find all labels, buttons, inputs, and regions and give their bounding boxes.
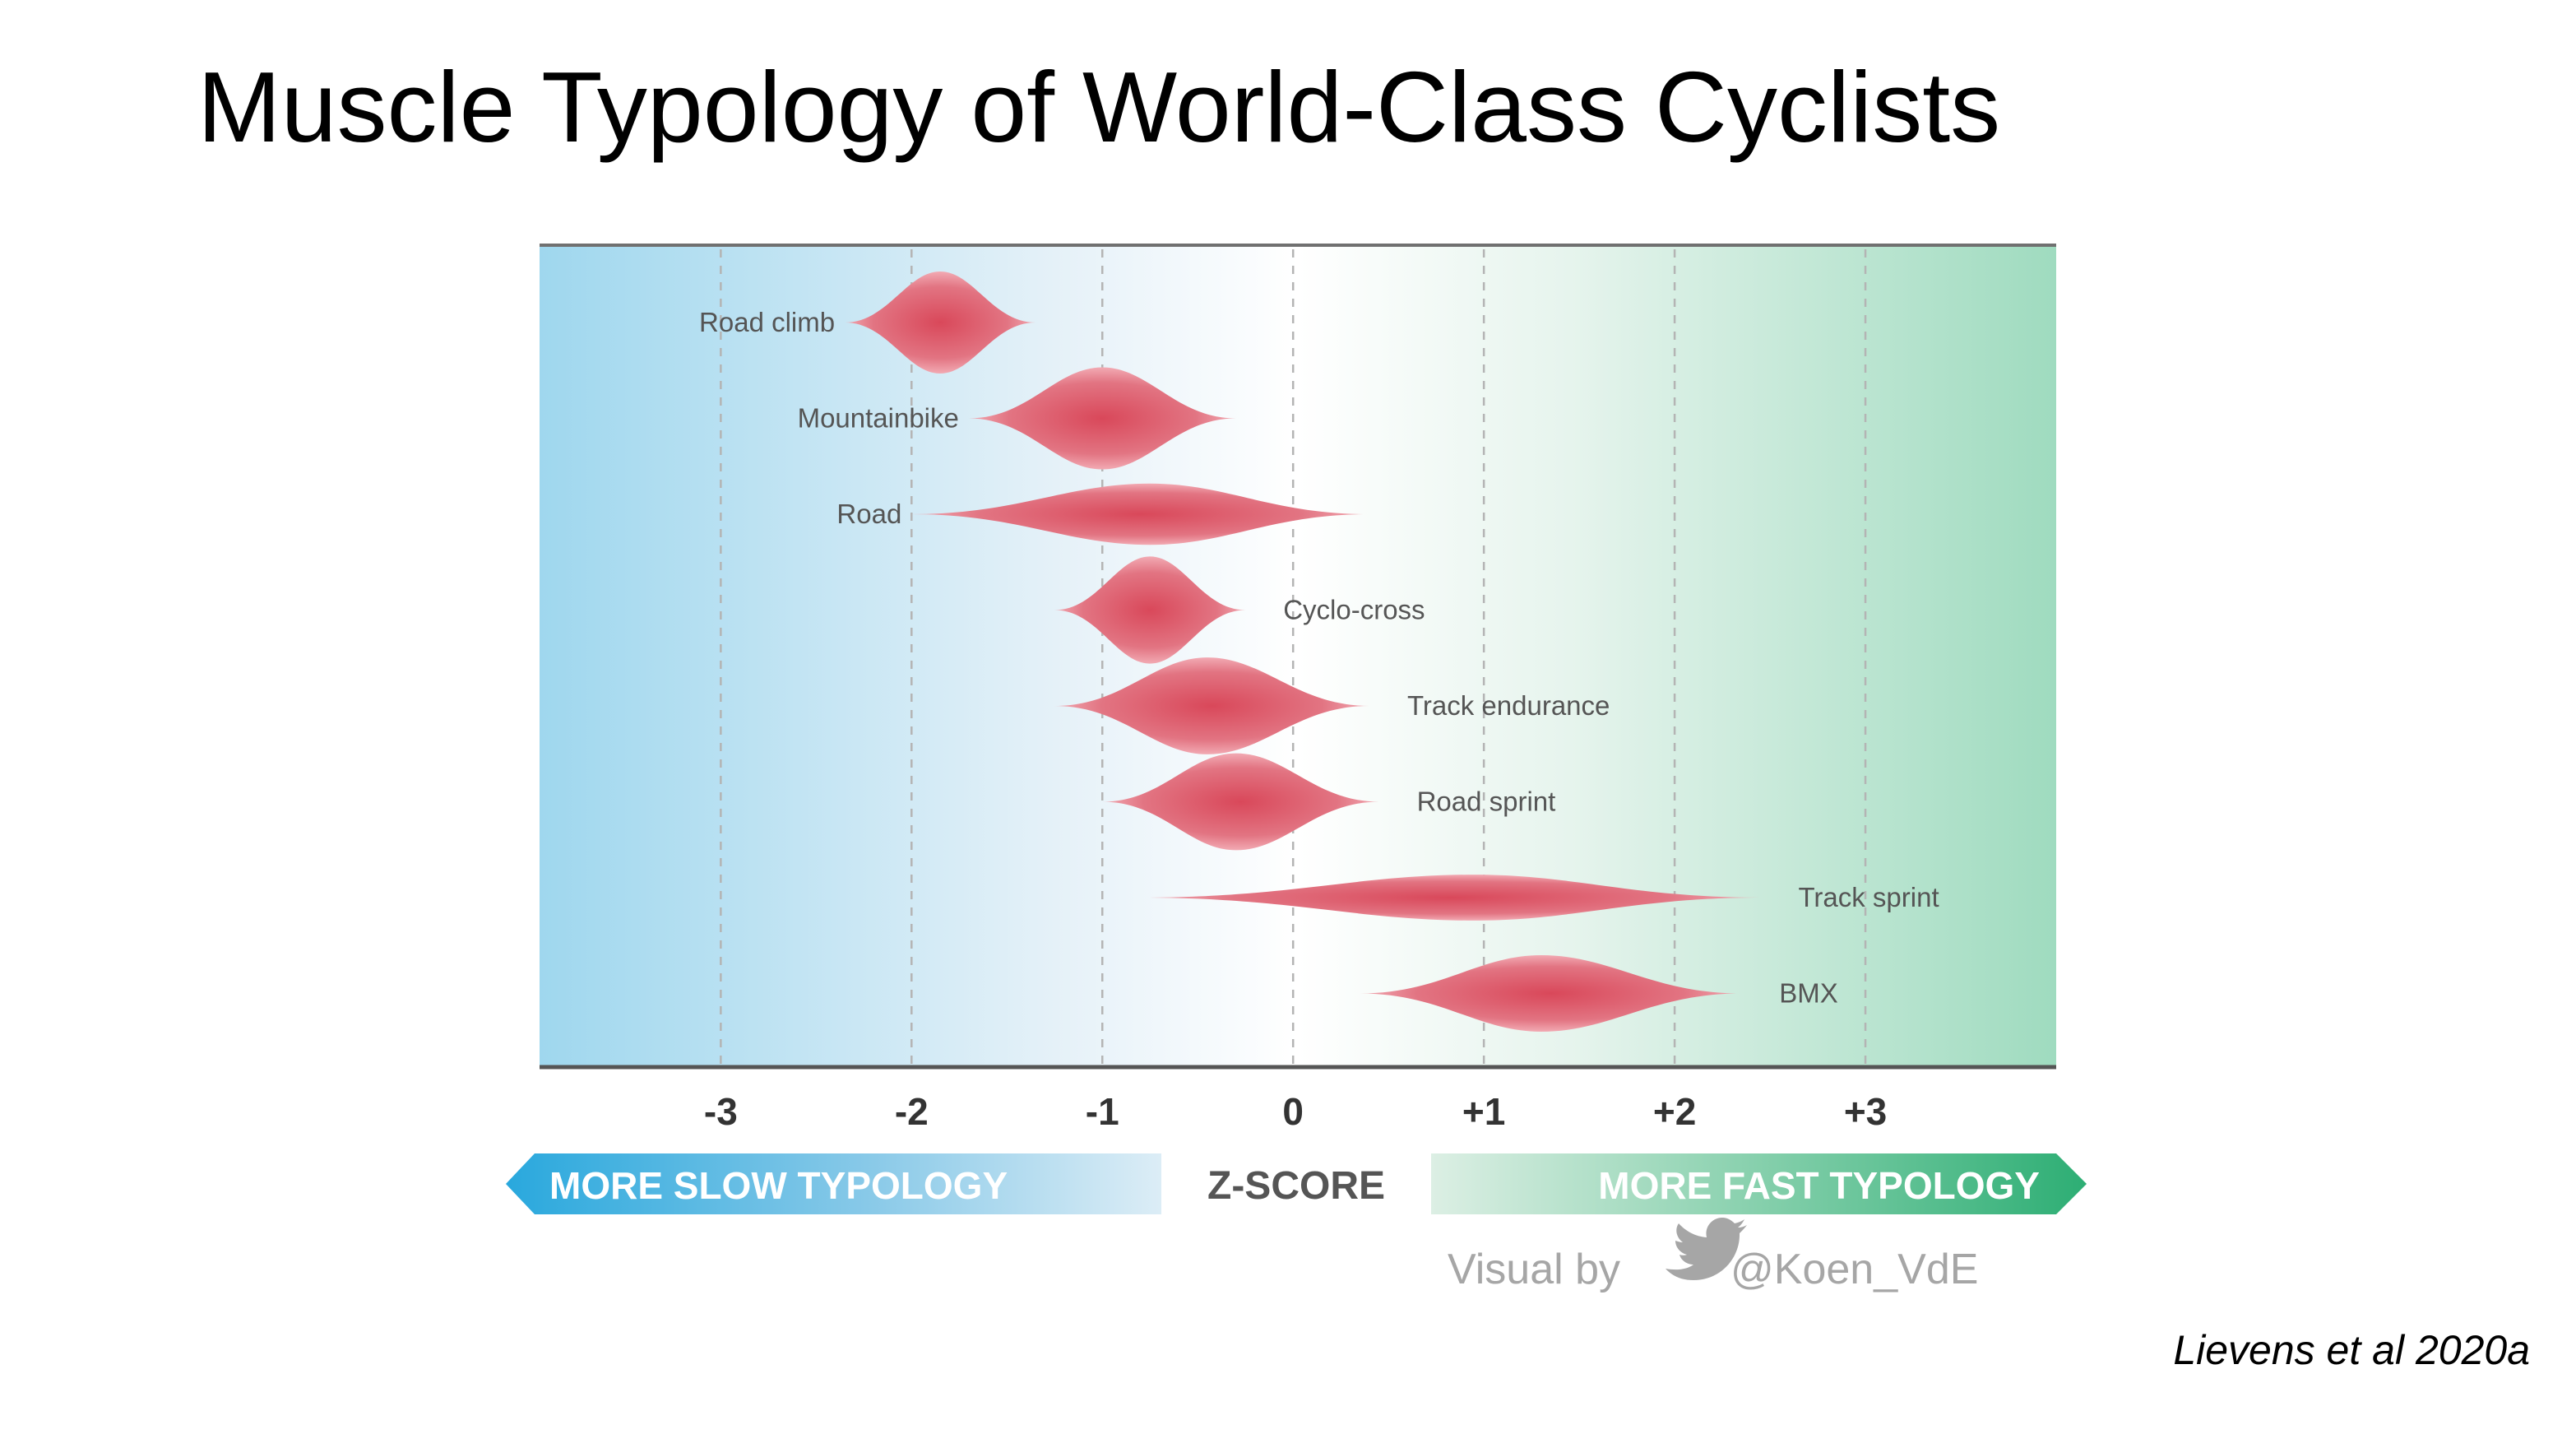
x-tick-label: -1 bbox=[1086, 1090, 1119, 1133]
x-tick-label: -3 bbox=[704, 1090, 738, 1133]
x-tick-label: 0 bbox=[1282, 1090, 1304, 1133]
citation: Lievens et al 2020a bbox=[2173, 1327, 2530, 1373]
violin-track-sprint bbox=[1140, 875, 1761, 921]
x-tick-label: +2 bbox=[1653, 1090, 1696, 1133]
violin-track-endurance bbox=[1054, 657, 1369, 754]
violin-label: Track endurance bbox=[1407, 690, 1610, 721]
violins: Road climb Mountainbike Road Cyclo-cross Tra… bbox=[699, 272, 1939, 1032]
violin-label: Road sprint bbox=[1417, 787, 1556, 817]
credit: Visual by @Koen_VdE bbox=[1448, 1218, 1978, 1293]
violin-mountainbike bbox=[968, 367, 1236, 470]
fast-typology-label: MORE FAST TYPOLOGY bbox=[1598, 1164, 2040, 1207]
violin-label: Road bbox=[836, 499, 901, 529]
twitter-bird-icon bbox=[1666, 1218, 1747, 1280]
x-tick-label: -2 bbox=[895, 1090, 929, 1133]
fast-typology-banner: MORE FAST TYPOLOGY bbox=[1431, 1153, 2087, 1214]
violin-bmx bbox=[1360, 955, 1742, 1032]
slow-banner-arrow bbox=[506, 1153, 1161, 1214]
violin-label: Cyclo-cross bbox=[1283, 595, 1425, 625]
violin-label: BMX bbox=[1779, 978, 1838, 1009]
fast-banner-arrow bbox=[1431, 1153, 2087, 1214]
plot-background bbox=[540, 244, 2056, 1067]
violin-label: Track sprint bbox=[1798, 882, 1939, 912]
violin-road-climb bbox=[845, 272, 1036, 374]
credit-prefix: Visual by bbox=[1448, 1246, 1620, 1293]
violin-cyclo-cross bbox=[1054, 556, 1246, 664]
slow-typology-label: MORE SLOW TYPOLOGY bbox=[549, 1164, 1008, 1207]
credit-handle: @Koen_VdE bbox=[1730, 1246, 1978, 1293]
slide-title: Muscle Typology of World-Class Cyclists bbox=[197, 51, 2001, 163]
violin-road bbox=[911, 483, 1369, 545]
violin-road-sprint bbox=[1102, 753, 1379, 851]
slow-typology-banner: MORE SLOW TYPOLOGY bbox=[506, 1153, 1161, 1214]
tick-labels: -3 -2 -1 0 +1 +2 +3 bbox=[704, 1090, 1887, 1133]
violin-label: Mountainbike bbox=[798, 403, 959, 434]
x-axis-label: Z-SCORE bbox=[1207, 1164, 1385, 1208]
violin-label: Road climb bbox=[699, 307, 835, 337]
x-tick-label: +1 bbox=[1462, 1090, 1505, 1133]
x-tick-label: +3 bbox=[1844, 1090, 1887, 1133]
